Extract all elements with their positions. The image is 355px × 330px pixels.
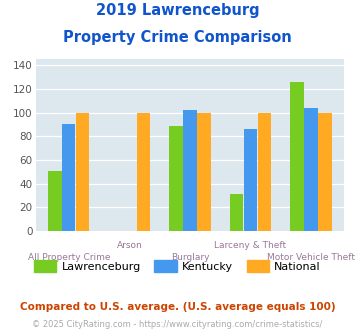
Text: All Property Crime: All Property Crime	[28, 253, 110, 262]
Text: 2019 Lawrenceburg: 2019 Lawrenceburg	[96, 3, 259, 18]
Bar	[183, 110, 197, 231]
Text: © 2025 CityRating.com - https://www.cityrating.com/crime-statistics/: © 2025 CityRating.com - https://www.city…	[32, 320, 323, 329]
Text: Burglary: Burglary	[171, 253, 209, 262]
Bar	[318, 113, 332, 231]
Text: Larceny & Theft: Larceny & Theft	[214, 241, 286, 250]
Bar	[48, 171, 61, 231]
Text: Property Crime Comparison: Property Crime Comparison	[63, 30, 292, 45]
Bar	[137, 113, 150, 231]
Text: Compared to U.S. average. (U.S. average equals 100): Compared to U.S. average. (U.S. average …	[20, 302, 335, 312]
Bar	[76, 113, 89, 231]
Bar	[230, 194, 243, 231]
Text: Motor Vehicle Theft: Motor Vehicle Theft	[267, 253, 355, 262]
Bar	[258, 113, 271, 231]
Bar	[62, 124, 76, 231]
Bar	[169, 126, 183, 231]
Bar	[197, 113, 211, 231]
Text: Arson: Arson	[116, 241, 142, 250]
Bar	[304, 108, 318, 231]
Legend: Lawrenceburg, Kentucky, National: Lawrenceburg, Kentucky, National	[29, 256, 326, 277]
Bar	[244, 129, 257, 231]
Bar	[290, 82, 304, 231]
